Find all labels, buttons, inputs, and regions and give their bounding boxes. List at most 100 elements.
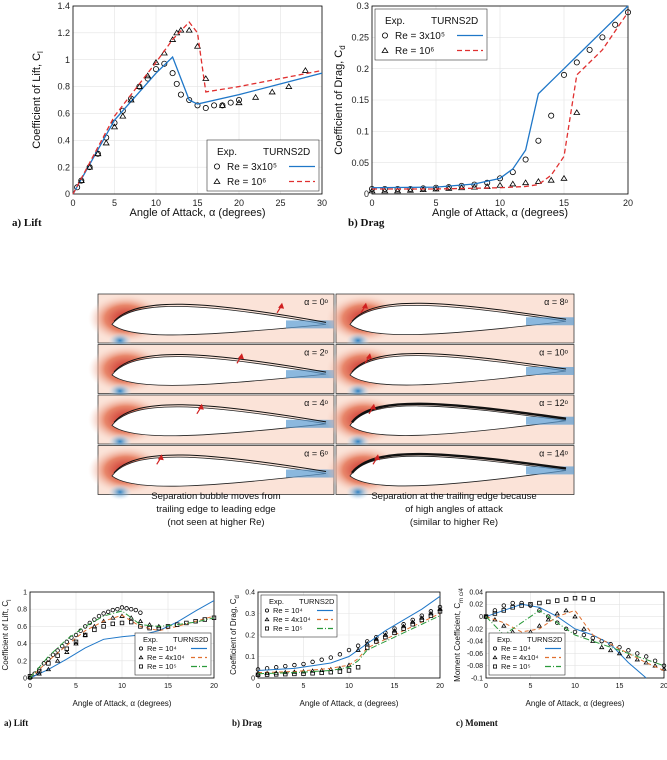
data-point [537, 608, 542, 613]
x-tick-label: 5 [74, 683, 78, 690]
alpha-label: α = 2ᵒ [304, 348, 328, 358]
data-point [661, 666, 667, 671]
data-point [83, 632, 88, 638]
data-point [561, 71, 568, 78]
x-axis-label: Angle of Attack, α (degrees) [73, 699, 172, 708]
x-tick-label: 15 [164, 683, 172, 690]
legend-marker [138, 646, 143, 651]
y-tick-label: 0.4 [245, 589, 255, 596]
trailing-edge-wake [526, 466, 574, 475]
data-point [410, 617, 415, 623]
data-point [528, 602, 533, 607]
x-axis-label: Angle of Attack, α (degrees) [130, 207, 266, 219]
data-point [147, 625, 152, 631]
x-axis-label: Angle of Attack, α (degrees) [300, 699, 399, 708]
x-tick-label: 10 [345, 683, 353, 690]
y-tick-label: -0.06 [467, 651, 483, 658]
trailing-edge-wake [526, 416, 574, 425]
y-tick-label: 1.4 [57, 1, 70, 11]
surface-streamline [351, 402, 567, 424]
data-point [445, 184, 453, 191]
data-point [119, 112, 127, 119]
data-point [55, 648, 60, 653]
separation-arrow-head [370, 403, 376, 410]
x-tick-label: 20 [623, 198, 633, 208]
legend-entry-label: Re = 10⁴ [501, 644, 531, 653]
y-tick-label: 0 [65, 189, 70, 199]
data-point [235, 97, 242, 104]
x-tick-label: 10 [118, 683, 126, 690]
data-point [101, 624, 106, 629]
data-point [73, 639, 79, 645]
data-point [643, 660, 649, 665]
data-point [128, 607, 134, 612]
series-line [257, 615, 441, 675]
legend-header-cfd: TURNS2D [431, 16, 478, 27]
y-axis-label: Moment Coefficient, Cm c/4 [453, 588, 465, 682]
y-axis-label-subscript: d [235, 595, 241, 598]
data-point [572, 595, 578, 601]
y-tick-label: 0.6 [17, 624, 27, 631]
data-point [119, 620, 125, 626]
data-point [161, 60, 168, 67]
legend-entry-label: Re = 4x10⁴ [273, 615, 311, 624]
data-point [115, 607, 120, 612]
plot-frame [29, 591, 215, 679]
data-point [283, 663, 288, 669]
data-point [401, 626, 406, 631]
alpha-label: α = 0ᵒ [304, 297, 328, 307]
chart-caption: c) Moment [456, 718, 498, 728]
y-tick-label: 0.4 [57, 135, 70, 145]
legend-marker [492, 646, 497, 651]
separation-arrow-head [197, 403, 204, 410]
legend-box [206, 139, 320, 192]
data-point [54, 658, 61, 663]
data-point [60, 643, 65, 649]
trailing-edge-wake [286, 320, 334, 329]
y-tick-label: -0.08 [467, 663, 483, 670]
data-point [119, 605, 125, 610]
data-point [392, 630, 397, 636]
data-point [581, 626, 587, 631]
data-point [211, 102, 218, 109]
data-point [483, 614, 489, 619]
flow-panel: α = 14ᵒ [326, 445, 575, 501]
data-point [355, 647, 361, 652]
x-tick-label: 20 [660, 683, 667, 690]
data-point [87, 620, 92, 626]
legend-marker [138, 664, 143, 669]
data-point [590, 597, 595, 602]
data-point [581, 595, 587, 601]
data-point [268, 88, 276, 95]
y-tick-label: 0.25 [351, 32, 369, 42]
data-point [101, 611, 106, 616]
data-point [522, 156, 529, 163]
data-point [410, 619, 416, 624]
data-point [135, 83, 143, 89]
data-point [616, 650, 623, 656]
data-point [373, 636, 379, 642]
x-tick-label: 5 [112, 198, 117, 208]
data-point [319, 667, 325, 673]
flow-caption-left: Separation bubble moves from [151, 491, 280, 502]
y-tick-label: 0.2 [245, 632, 255, 639]
legend-marker [381, 32, 388, 39]
data-point [64, 646, 69, 651]
x-tick-label: 0 [369, 198, 374, 208]
x-tick-label: 15 [559, 198, 569, 208]
alpha-label: α = 6ᵒ [304, 449, 328, 459]
data-point [102, 139, 110, 146]
data-point [391, 628, 398, 633]
alpha-label: α = 10ᵒ [539, 348, 568, 358]
data-point [381, 187, 389, 194]
series-line [29, 600, 215, 679]
legend-marker [381, 47, 389, 53]
x-tick-label: 15 [616, 683, 624, 690]
series-line [29, 610, 215, 679]
surface-streamline [113, 404, 327, 423]
y-tick-label: 0.8 [57, 82, 70, 92]
data-point [37, 668, 42, 674]
data-point [202, 105, 209, 112]
series-line [372, 11, 629, 190]
data-point [406, 186, 414, 193]
